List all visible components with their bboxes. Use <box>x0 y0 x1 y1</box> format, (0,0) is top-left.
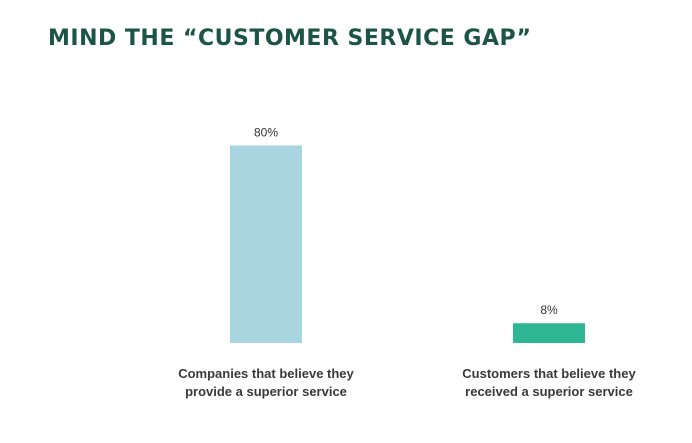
category-label-1-line-1: Companies that believe they <box>178 366 354 381</box>
category-label-2-line-1: Customers that believe they <box>462 366 636 381</box>
chart-title: MIND THE “CUSTOMER SERVICE GAP” <box>48 26 532 51</box>
bar-1 <box>230 145 302 343</box>
category-label-1-line-2: provide a superior service <box>185 384 347 399</box>
bar-2 <box>513 323 585 343</box>
category-label-2-line-2: received a superior service <box>465 384 633 399</box>
value-label-2: 8% <box>540 303 558 317</box>
value-label-1: 80% <box>254 125 278 139</box>
